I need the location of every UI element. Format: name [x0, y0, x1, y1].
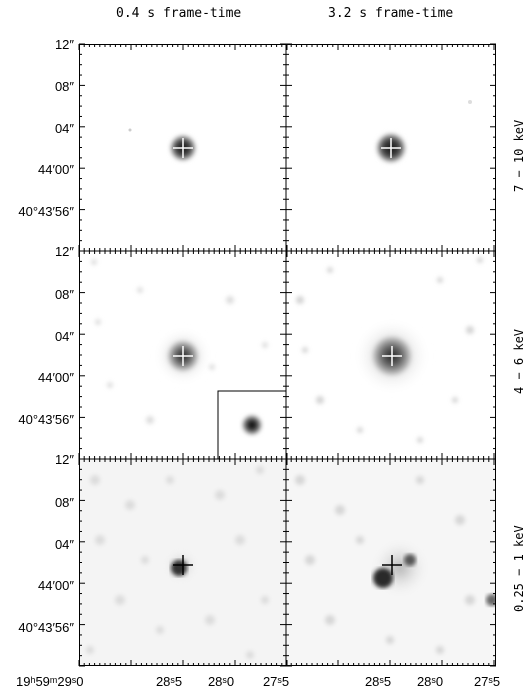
- y-tick-08: 08″: [54, 495, 74, 510]
- y-tick-04: 04″: [54, 329, 74, 344]
- y-tick-4400: 44′00″: [38, 370, 74, 385]
- x-tick-27s5-right: 27ˢ5: [473, 674, 501, 689]
- y-tick-404356: 40°43′56″: [18, 412, 74, 427]
- y-tick-04: 04″: [54, 121, 74, 136]
- x-tick-28s0-left: 28ˢ0: [207, 674, 235, 689]
- x-tick-27s5-left: 27ˢ5: [262, 674, 290, 689]
- row-label-7-10kev: 7 − 10 keV: [512, 119, 526, 192]
- y-tick-08: 08″: [54, 79, 74, 94]
- x-tick-28s0-right: 28ˢ0: [416, 674, 444, 689]
- row-label-0.25-1kev: 0.25 − 1 keV: [512, 525, 526, 612]
- y-tick-08: 08″: [54, 287, 74, 302]
- y-tick-4400: 44′00″: [38, 162, 74, 177]
- y-tick-04: 04″: [54, 537, 74, 552]
- source-position-markers: [173, 138, 402, 366]
- y-tick-404356: 40°43′56″: [18, 620, 74, 635]
- x-tick-19h59m29s0: 19ʰ59ᵐ29ˢ0: [16, 674, 84, 689]
- y-tick-12-bottom: 12″: [54, 452, 74, 467]
- column-title-3.2s: 3.2 s frame-time: [328, 6, 454, 21]
- y-tick-12-mid: 12″: [54, 244, 74, 259]
- panel-0.25-1kev-3.2s: [286, 459, 496, 666]
- tick-marks: [78, 43, 496, 667]
- x-tick-28s5-left: 28ˢ5: [155, 674, 183, 689]
- y-tick-404356: 40°43′56″: [18, 204, 74, 219]
- x-tick-28s5-right: 28ˢ5: [364, 674, 392, 689]
- row-label-4-6kev: 4 − 6 keV: [512, 328, 526, 394]
- column-title-0.4s: 0.4 s frame-time: [116, 6, 242, 21]
- y-tick-4400: 44′00″: [38, 578, 74, 593]
- y-tick-12-top: 12″: [54, 37, 74, 52]
- panel-4-6kev-3.2s: [286, 251, 496, 459]
